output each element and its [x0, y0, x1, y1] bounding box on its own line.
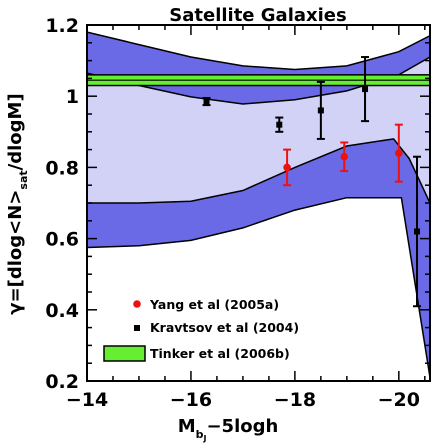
point-kravtsov-2 — [316, 80, 325, 140]
x-axis-title: MbJ−5logh — [178, 416, 279, 443]
point-kravtsov-3 — [361, 56, 370, 123]
point-kravtsov-1 — [275, 116, 284, 133]
data-markers — [202, 56, 422, 308]
x-tick-label: −14 — [66, 389, 108, 411]
y-tick-label: 1 — [66, 86, 79, 108]
legend-kravtsov-marker — [134, 325, 140, 331]
y-tick-label: 0.2 — [45, 371, 79, 393]
point-yang-2 — [394, 123, 403, 183]
point-yang-1 — [340, 141, 349, 172]
legend-tinker-marker — [103, 345, 146, 362]
legend: Yang et al (2005a) Kravtsov et al (2004)… — [103, 297, 299, 362]
lower-band — [87, 138, 430, 378]
axis-tick-labels: −14 −16 −18 −20 0.2 0.4 0.6 0.8 1 1.2 — [45, 15, 420, 411]
x-tick-label: −18 — [274, 389, 316, 411]
point-kravtsov-4 — [413, 155, 422, 308]
y-axis-title: γ=[dlog<N>sat/dlogM] — [5, 93, 30, 314]
y-tick-label: 0.8 — [45, 157, 79, 179]
legend-kravtsov-label: Kravtsov et al (2004) — [150, 320, 299, 335]
point-yang-0 — [283, 148, 292, 187]
y-tick-label: 1.2 — [45, 15, 79, 37]
axis-ticks — [86, 24, 430, 382]
legend-yang-label: Yang et al (2005a) — [149, 297, 279, 312]
chart-title: Satellite Galaxies — [169, 5, 346, 26]
x-tick-label: −16 — [170, 389, 212, 411]
plot-area — [87, 31, 430, 378]
y-tick-label: 0.6 — [45, 229, 79, 251]
y-tick-label: 0.4 — [45, 300, 79, 322]
x-tick-label: −20 — [378, 389, 420, 411]
legend-tinker-label: Tinker et al (2006b) — [150, 346, 290, 361]
point-kravtsov-0 — [202, 96, 211, 107]
legend-yang-marker — [133, 300, 141, 308]
